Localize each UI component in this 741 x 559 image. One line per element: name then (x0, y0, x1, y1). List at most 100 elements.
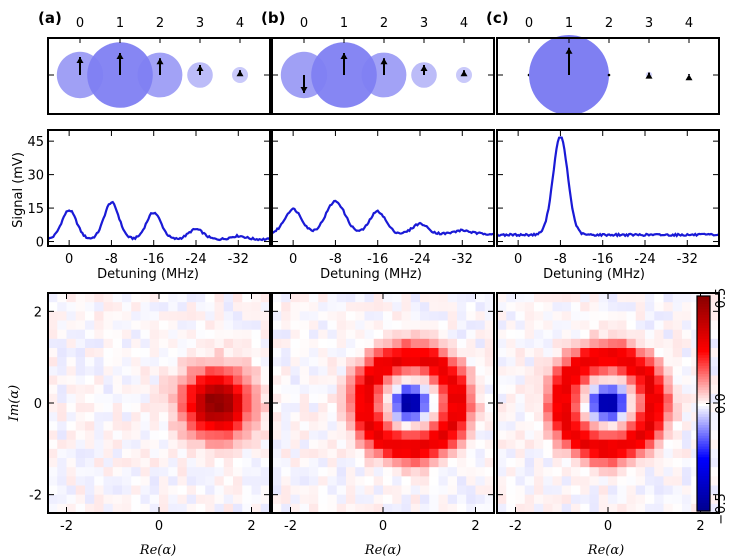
heat-cell (401, 348, 412, 358)
heat-cell (159, 458, 169, 468)
spectrum-frame (47, 129, 271, 247)
heat-cell (290, 448, 301, 459)
heat-cell (663, 329, 674, 340)
heat-cell (205, 348, 216, 358)
heat-cell (168, 503, 179, 514)
heat-cell (691, 302, 702, 312)
heat-cell (318, 412, 329, 422)
heat-cell (57, 403, 68, 413)
heat-cell (242, 393, 253, 404)
heat-cell (608, 476, 618, 487)
heat-cell (260, 421, 271, 432)
heat-cell (524, 430, 535, 441)
heat-cell (457, 302, 467, 312)
heat-cell (281, 412, 292, 422)
heat-cell (410, 503, 421, 514)
heat-cell (475, 494, 486, 505)
heat-cell (420, 467, 430, 477)
heat-cell (94, 338, 105, 349)
heat-cell (635, 448, 646, 459)
heat-cell (214, 467, 225, 477)
heat-cell (635, 467, 646, 477)
heat-cell (663, 348, 674, 358)
heat-cell (122, 448, 132, 459)
heat-cell (272, 403, 282, 413)
heat-cell (383, 338, 393, 349)
heat-cell (663, 320, 674, 331)
heat-cell (654, 357, 665, 367)
heat-cell (571, 503, 581, 514)
heat-cell (626, 293, 637, 303)
heat-cell (589, 439, 600, 450)
heat-cell (299, 320, 310, 331)
heat-cell (66, 384, 77, 395)
heat-cell (205, 302, 216, 312)
wigner-xtick-label: -2 (284, 519, 297, 534)
heat-cell (336, 348, 347, 358)
heat-cell (543, 448, 554, 459)
heat-cell (103, 329, 114, 340)
heat-cell (336, 476, 347, 487)
panel-label-a: (a) (38, 9, 62, 27)
heat-cell (112, 366, 123, 377)
heat-cell (309, 329, 319, 340)
heat-cell (327, 357, 338, 367)
heat-cell (401, 384, 412, 395)
heat-cell (260, 494, 271, 505)
heat-cell (410, 384, 421, 395)
heat-cell (682, 384, 692, 395)
heat-cell (281, 494, 292, 505)
heat-cell (149, 421, 160, 432)
heat-cell (401, 320, 412, 331)
heat-cell (290, 503, 301, 514)
heat-cell (484, 302, 495, 312)
heat-cell (580, 494, 591, 505)
heat-cell (457, 375, 467, 386)
heat-cell (223, 293, 234, 303)
heat-cell (663, 384, 674, 395)
heat-cell (260, 338, 271, 349)
heat-cell (571, 393, 581, 404)
colorbar-cell (697, 306, 710, 311)
heat-cell (589, 375, 600, 386)
bubble-xtick-label: 2 (605, 16, 613, 31)
heat-cell (617, 494, 628, 505)
heat-cell (336, 467, 347, 477)
heat-cell (85, 494, 95, 505)
heat-cell (260, 366, 271, 377)
heat-cell (475, 366, 486, 377)
heat-cell (617, 366, 628, 377)
heat-cell (66, 412, 77, 422)
heat-cell (159, 384, 169, 395)
heat-cell (149, 458, 160, 468)
heat-cell (233, 302, 243, 312)
heat-cell (336, 320, 347, 331)
heat-cell (223, 403, 234, 413)
heat-cell (290, 348, 301, 358)
heat-cell (205, 366, 216, 377)
heat-cell (466, 476, 477, 487)
heat-cell (524, 348, 535, 358)
heat-cell (346, 458, 356, 468)
heat-cell (94, 302, 105, 312)
heat-cell (534, 485, 544, 496)
heat-cell (534, 329, 544, 340)
heat-cell (420, 320, 430, 331)
heat-cell (309, 375, 319, 386)
heat-cell (290, 329, 301, 340)
detuning-label-b: Detuning (MHz) (320, 267, 422, 282)
heat-cell (429, 348, 440, 358)
heat-cell (131, 421, 142, 432)
heat-cell (103, 302, 114, 312)
arrowhead-n0 (76, 57, 84, 63)
heat-cell (233, 485, 243, 496)
heat-cell (364, 458, 375, 468)
heat-cell (457, 384, 467, 395)
heat-cell (383, 311, 393, 322)
heat-cell (290, 485, 301, 496)
heat-cell (645, 439, 655, 450)
heat-cell (131, 366, 142, 377)
heat-cell (364, 448, 375, 459)
colorbar-cell (697, 484, 710, 488)
